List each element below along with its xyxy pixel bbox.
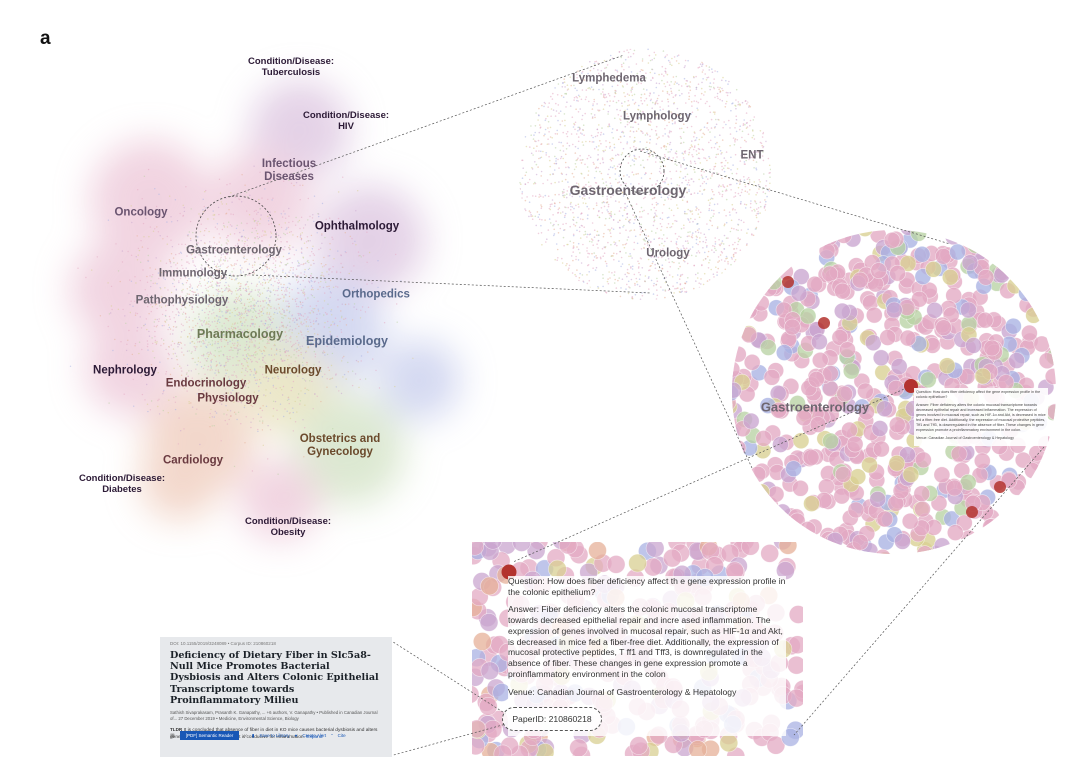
chevron-down-icon[interactable]: ˅ — [244, 733, 247, 738]
bookmark-icon: ▮ — [251, 732, 255, 738]
map-label-diabetes: Condition/Disease: Diabetes — [78, 473, 166, 495]
tldr-expand-link[interactable]: Expand — [306, 734, 323, 740]
paper-card: DOI: 10.1155/2019/3248089 • Corpus ID: 2… — [160, 637, 392, 757]
zoom-connector-lines — [228, 54, 1045, 757]
zoom1-label-urology: Urology — [646, 247, 690, 260]
map-label-pathophysiology: Pathophysiology — [135, 294, 229, 307]
zoom2-label-gastroenterology: Gastroenterology — [760, 399, 870, 415]
semantic-reader-button[interactable]: [PDF] Semantic Reader — [179, 731, 240, 740]
map-label-oncology: Oncology — [114, 206, 168, 219]
map-label-physiology: Physiology — [197, 392, 259, 405]
zoom1-label-ent: ENT — [740, 149, 764, 162]
paper-id-pill[interactable]: PaperID: 210860218 — [502, 707, 602, 731]
map-label-pharmacology: Pharmacology — [196, 326, 284, 341]
map-label-cardiology: Cardiology — [162, 454, 224, 467]
create-alert-button[interactable]: Create Alert — [302, 733, 327, 738]
map-label-nephrology: Nephrology — [93, 364, 157, 377]
paper-doi: DOI: 10.1155/2019/3248089 • Corpus ID: 2… — [170, 641, 276, 646]
tldr-label: TLDR — [170, 727, 183, 733]
zoom1-label-lymphology: Lymphology — [623, 110, 691, 123]
zoom2-tooltip-question: Question: How does fiber deficiency affe… — [916, 390, 1041, 399]
save-to-library-button[interactable]: Save to Library — [259, 733, 290, 738]
map-label-infectious-diseases: Infectious Diseases — [261, 157, 317, 183]
zoom1-inner-circle — [619, 148, 665, 194]
zoom2-tooltip: Question: How does fiber deficiency affe… — [914, 388, 1048, 446]
bell-icon: ● — [294, 733, 298, 738]
map-label-orthopedics: Orthopedics — [342, 288, 410, 301]
map-label-immunology: Immunology — [158, 267, 228, 280]
map-label-neurology: Neurology — [264, 364, 322, 377]
map-label-obstetrics-gynecology: Obstetrics and Gynecology — [299, 432, 381, 458]
zoom2-tooltip-answer: Answer: Fiber deficiency alters the colo… — [916, 402, 1046, 432]
map-label-obesity: Condition/Disease: Obesity — [244, 516, 332, 538]
zoom1-scatter-points — [519, 48, 771, 300]
answer-card-answer: Answer: Fiber deficiency alters the colo… — [508, 604, 783, 679]
map-label-hiv: Condition/Disease: HIV — [302, 110, 390, 132]
paper-authors: Sathish Sivaprakasam, Prasanth K. Ganapa… — [170, 710, 378, 722]
highlight-point-zoom3[interactable] — [501, 564, 517, 580]
zoom2-tooltip-venue: Venue: Canadian Journal of Gastroenterol… — [916, 435, 1014, 440]
map-label-endocrinology: Endocrinology — [165, 377, 247, 390]
map-label-gastroenterology: Gastroenterology — [186, 244, 282, 257]
views-icon: ▦ — [170, 732, 175, 739]
paper-actions: ▦ [PDF] Semantic Reader ˅ ▮ Save to Libr… — [170, 731, 346, 740]
map-zoom-circle — [195, 195, 277, 277]
map-label-epidemiology: Epidemiology — [306, 333, 388, 348]
answer-card-venue: Venue: Canadian Journal of Gastroenterol… — [508, 686, 737, 697]
answer-card-question: Question: How does fiber deficiency affe… — [508, 576, 786, 597]
map-color-regions — [70, 80, 460, 540]
paper-title[interactable]: Deficiency of Dietary Fiber in Slc5a8-Nu… — [170, 650, 379, 706]
map-label-tuberculosis: Condition/Disease: Tuberculosis — [247, 56, 335, 78]
zoom1-label-gastroenterology: Gastroenterology — [569, 181, 687, 198]
map-scatter-points — [69, 164, 414, 475]
map-label-ophthalmology: Ophthalmology — [314, 220, 400, 233]
zoom1-label-lymphedema: Lymphedema — [572, 72, 646, 85]
panel-letter: a — [40, 28, 51, 49]
quote-icon: “ — [331, 733, 333, 738]
cite-button[interactable]: Cite — [337, 733, 346, 738]
